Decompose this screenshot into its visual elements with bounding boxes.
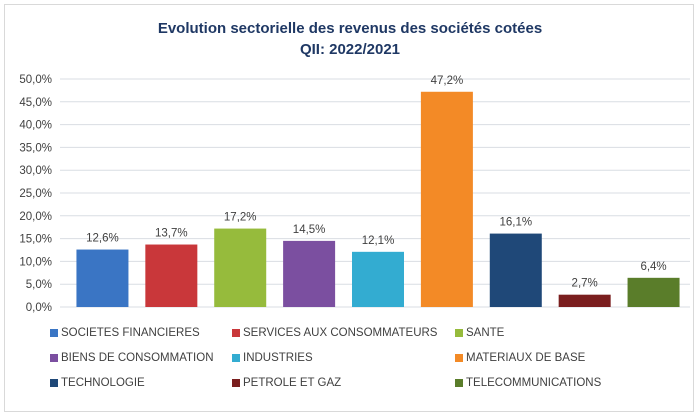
bar-1: [145, 244, 198, 307]
legend-swatch: [455, 354, 463, 362]
legend-label: INDUSTRIES: [243, 352, 313, 364]
legend-item: MATERIAUX DE BASE: [455, 352, 585, 364]
legend-swatch: [232, 329, 240, 337]
legend-swatch: [50, 354, 58, 362]
legend-label: PETROLE ET GAZ: [243, 377, 342, 389]
bar-8: [627, 277, 680, 307]
bar-2: [214, 228, 267, 307]
legend-swatch: [455, 379, 463, 387]
legend-item: TECHNOLOGIE: [50, 377, 145, 389]
legend-swatch: [50, 379, 58, 387]
y-tick-label: 20,0%: [19, 211, 52, 223]
legend-item: SOCIETES FINANCIERES: [50, 327, 200, 339]
data-label: 16,1%: [499, 217, 532, 229]
legend-swatch: [232, 354, 240, 362]
data-label: 13,7%: [155, 228, 188, 240]
bar-6: [489, 233, 542, 307]
legend-label: TECHNOLOGIE: [61, 377, 145, 389]
legend-swatch: [455, 329, 463, 337]
y-tick-label: 0,0%: [26, 302, 52, 314]
legend-label: SANTE: [466, 327, 505, 339]
legend-item: BIENS DE CONSOMMATION: [50, 352, 214, 364]
data-label: 12,6%: [86, 233, 119, 245]
legend-label: SERVICES AUX CONSOMMATEURS: [243, 327, 438, 339]
chart-title: Evolution sectorielle des revenus des so…: [157, 20, 543, 37]
legend-label: SOCIETES FINANCIERES: [61, 327, 200, 339]
data-label: 12,1%: [362, 235, 395, 247]
bar-0: [76, 249, 129, 307]
y-tick-label: 35,0%: [19, 142, 52, 154]
y-tick-label: 30,0%: [19, 165, 52, 177]
bar-5: [420, 91, 473, 307]
data-label: 47,2%: [431, 75, 464, 87]
legend-item: TELECOMMUNICATIONS: [455, 377, 601, 389]
legend-label: BIENS DE CONSOMMATION: [61, 352, 214, 364]
y-tick-label: 50,0%: [19, 74, 52, 86]
data-label: 2,7%: [572, 278, 598, 290]
legend-item: SANTE: [455, 327, 504, 339]
data-label: 17,2%: [224, 212, 257, 224]
y-tick-label: 45,0%: [19, 97, 52, 109]
y-tick-label: 40,0%: [19, 120, 52, 132]
legend-swatch: [232, 379, 240, 387]
y-tick-label: 5,0%: [26, 279, 52, 291]
bar-4: [352, 251, 404, 307]
y-tick-label: 15,0%: [19, 234, 52, 246]
data-label: 14,5%: [293, 224, 326, 236]
y-tick-label: 10,0%: [19, 256, 52, 268]
legend-label: TELECOMMUNICATIONS: [466, 377, 602, 389]
bar-3: [283, 240, 336, 307]
legend-label: MATERIAUX DE BASE: [466, 352, 586, 364]
y-tick-label: 25,0%: [19, 188, 52, 200]
data-label: 6,4%: [640, 261, 666, 273]
chart-subtitle: QII: 2022/2021: [299, 41, 401, 58]
legend-swatch: [50, 329, 58, 337]
legend-item: PETROLE ET GAZ: [232, 377, 341, 389]
legend-item: INDUSTRIES: [232, 352, 313, 364]
bar-7: [558, 294, 611, 307]
chart-frame: [4, 4, 694, 412]
legend-item: SERVICES AUX CONSOMMATEURS: [232, 327, 437, 339]
